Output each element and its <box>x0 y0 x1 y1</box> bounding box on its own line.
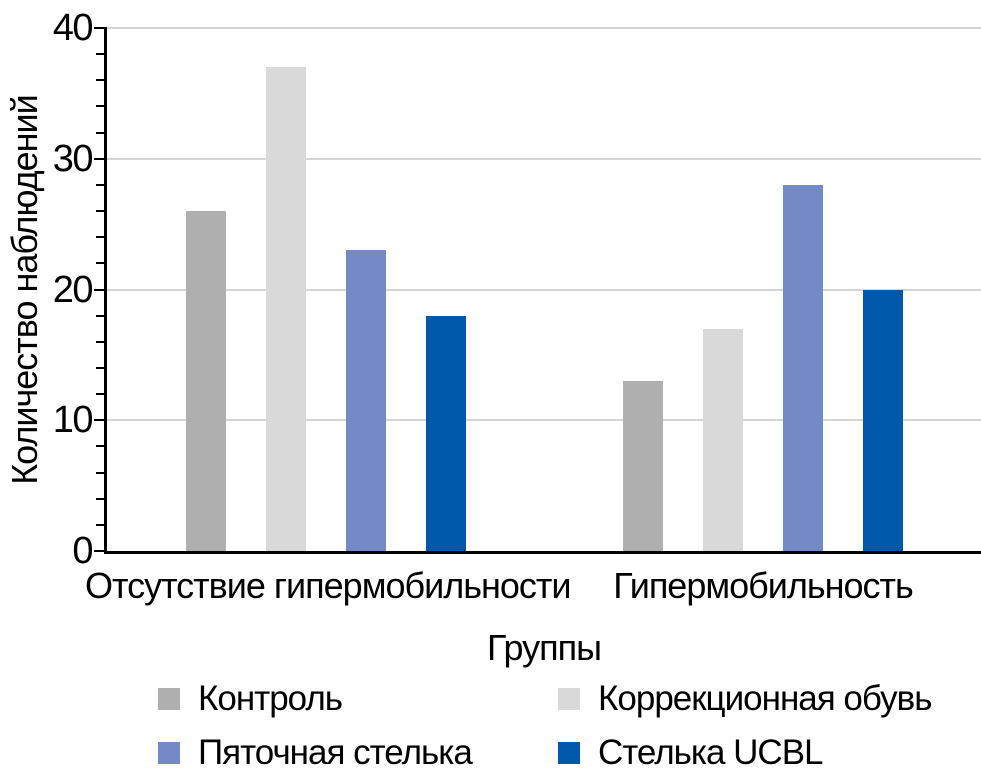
gridline <box>107 288 981 291</box>
category-label-no-hypermobility: Отсутствие гипермобильности <box>85 565 571 606</box>
y-minor-tick <box>96 445 107 448</box>
x-axis-title: Группы <box>487 627 602 668</box>
y-minor-tick <box>96 340 107 343</box>
y-major-tick <box>94 419 107 422</box>
legend-item: Пяточная стелька <box>158 733 473 772</box>
y-minor-tick <box>96 523 107 526</box>
gridline <box>107 419 981 422</box>
y-minor-tick <box>96 314 107 317</box>
y-major-tick <box>94 550 107 552</box>
gridline <box>107 157 981 160</box>
y-tick-label: 10 <box>52 399 94 442</box>
y-minor-tick <box>96 366 107 369</box>
legend-item: Контроль <box>158 679 343 718</box>
legend-label: Пяточная стелька <box>198 733 473 772</box>
y-axis-title: Количество наблюдений <box>4 95 45 485</box>
y-tick-label: 0 <box>72 530 93 572</box>
legend-item: Стелька UCBL <box>558 733 824 772</box>
category-label-hypermobility: Гипермобильность <box>613 565 914 606</box>
legend-label: Коррекционная обувь <box>598 679 932 718</box>
legend-swatch-icon <box>558 742 580 764</box>
y-major-tick <box>94 288 107 291</box>
y-minor-tick <box>96 236 107 239</box>
y-major-tick <box>94 157 107 160</box>
bar-hypermobility-series-2 <box>782 184 823 551</box>
y-minor-tick <box>96 471 107 474</box>
bar-no-hypermobility-series-1 <box>265 67 306 551</box>
y-minor-tick <box>96 53 107 56</box>
x-axis-line <box>104 551 981 554</box>
y-minor-tick <box>96 183 107 186</box>
y-minor-tick <box>96 262 107 265</box>
bar-hypermobility-series-0 <box>622 381 663 551</box>
y-tick-label: 30 <box>52 137 94 180</box>
y-minor-tick <box>96 131 107 134</box>
gridline <box>107 27 981 29</box>
bar-hypermobility-series-3 <box>862 289 903 551</box>
legend-label: Контроль <box>198 679 343 718</box>
y-minor-tick <box>96 79 107 82</box>
y-minor-tick <box>96 210 107 213</box>
legend-label: Стелька UCBL <box>598 733 824 772</box>
y-minor-tick <box>96 497 107 500</box>
bar-no-hypermobility-series-2 <box>345 250 386 551</box>
y-tick-label: 20 <box>52 268 94 311</box>
y-minor-tick <box>96 393 107 396</box>
y-minor-tick <box>96 105 107 108</box>
legend-item: Коррекционная обувь <box>558 681 932 717</box>
bar-no-hypermobility-series-0 <box>185 211 226 551</box>
bar-hypermobility-series-1 <box>702 328 743 551</box>
y-tick-label: 40 <box>52 7 94 49</box>
legend-swatch-icon <box>158 688 180 710</box>
y-major-tick <box>94 27 107 29</box>
bar-no-hypermobility-series-3 <box>425 315 466 551</box>
y-axis-line <box>104 28 107 554</box>
legend-swatch-icon <box>158 742 180 764</box>
legend-swatch-icon <box>558 688 580 710</box>
